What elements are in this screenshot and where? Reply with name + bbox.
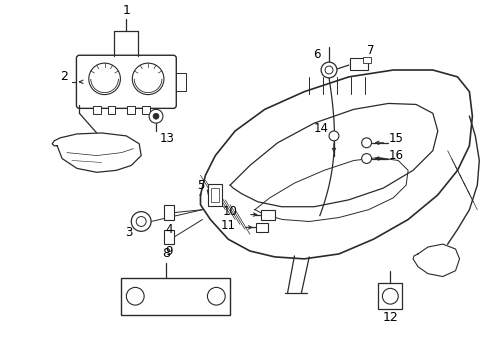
Circle shape: [136, 217, 146, 226]
Circle shape: [149, 109, 163, 123]
Bar: [142, 107, 150, 114]
Text: 13: 13: [159, 132, 174, 145]
Circle shape: [361, 154, 371, 163]
Text: 14: 14: [313, 122, 328, 135]
Bar: [260, 210, 274, 220]
Circle shape: [126, 287, 144, 305]
Bar: [211, 188, 219, 202]
Text: 16: 16: [388, 149, 403, 162]
Bar: [127, 107, 135, 114]
Text: 6: 6: [313, 48, 320, 61]
Circle shape: [131, 212, 151, 231]
Bar: [107, 107, 115, 114]
Bar: [349, 58, 367, 71]
Circle shape: [89, 63, 120, 95]
Text: 1: 1: [122, 4, 130, 18]
Text: 4: 4: [165, 223, 172, 236]
Text: 8: 8: [162, 247, 169, 260]
Circle shape: [325, 66, 332, 74]
Text: 11: 11: [220, 219, 235, 232]
Text: 7: 7: [366, 44, 373, 57]
Text: 3: 3: [125, 226, 133, 239]
Bar: [208, 184, 222, 206]
Bar: [255, 223, 267, 232]
Circle shape: [328, 131, 338, 141]
Text: 9: 9: [165, 246, 172, 258]
Circle shape: [207, 287, 225, 305]
Bar: [362, 57, 370, 63]
Text: 12: 12: [382, 311, 397, 324]
Circle shape: [153, 113, 159, 119]
Circle shape: [132, 63, 163, 95]
Circle shape: [361, 138, 371, 148]
Bar: [121, 278, 230, 315]
Text: 2: 2: [60, 71, 68, 84]
FancyBboxPatch shape: [76, 55, 176, 108]
Circle shape: [321, 62, 336, 78]
Bar: [176, 73, 186, 91]
Bar: [163, 205, 173, 220]
Bar: [163, 230, 173, 244]
Text: 10: 10: [222, 205, 237, 218]
Bar: [378, 283, 401, 309]
Circle shape: [382, 288, 397, 304]
Text: 5: 5: [196, 179, 204, 192]
Bar: [93, 107, 101, 114]
Text: 15: 15: [388, 132, 403, 145]
